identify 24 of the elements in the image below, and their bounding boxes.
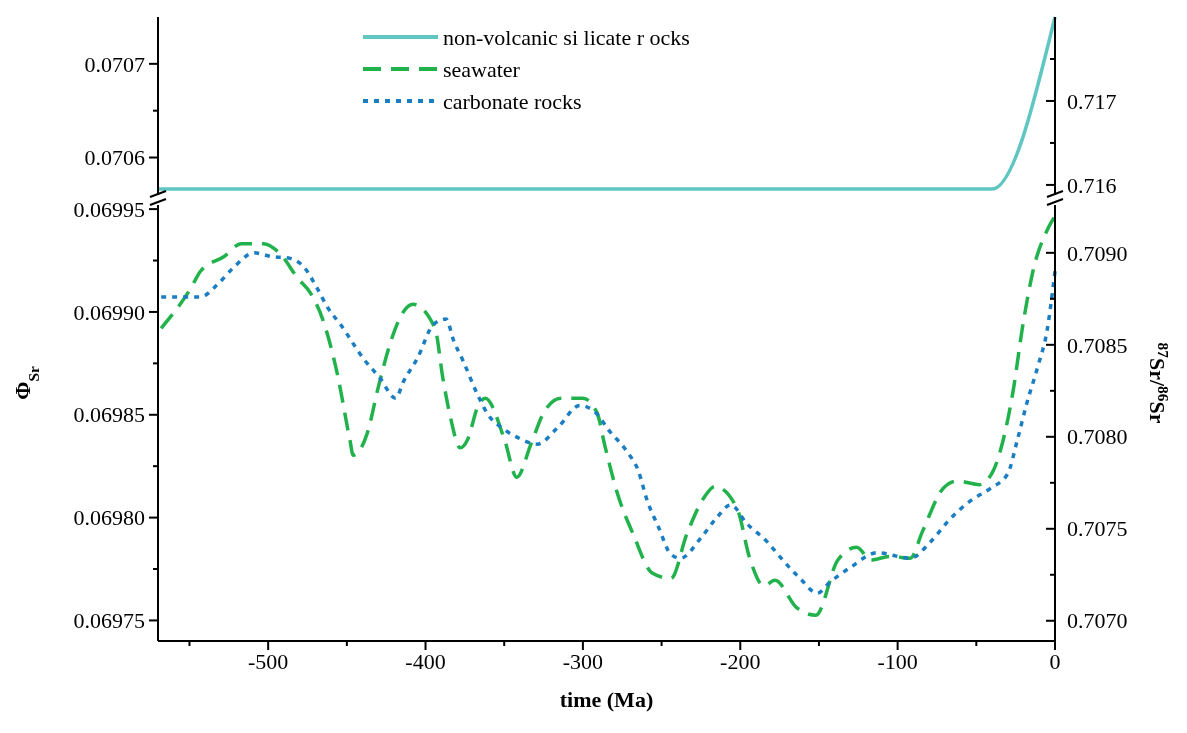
x-tick-label: -100: [877, 649, 918, 674]
y2-tick-label: 0.716: [1067, 172, 1117, 198]
y-tick-label: 0.0707: [84, 51, 145, 77]
y2-tick-label: 0.7090: [1067, 240, 1128, 266]
x-tick-label: -200: [720, 649, 761, 674]
y-tick-label: 0.06995: [73, 196, 145, 222]
legend-label: carbonate rocks: [443, 88, 582, 114]
y2-tick-label: 0.7080: [1067, 424, 1128, 450]
y-tick-label: 0.06985: [73, 402, 145, 428]
x-tick-label: -300: [562, 649, 604, 674]
x-axis-title: time (Ma): [559, 687, 654, 712]
y-tick-label: 0.06975: [73, 608, 145, 634]
legend-label: non-volcanic si licate r ocks: [443, 24, 690, 50]
y2-tick-label: 0.7070: [1067, 608, 1128, 634]
y-tick-label: 0.06990: [73, 299, 145, 325]
y2-tick-label: 0.7085: [1067, 332, 1128, 358]
legend-label: seawater: [443, 56, 521, 82]
x-tick-label: 0: [1049, 649, 1061, 674]
y-tick-label: 0.0706: [84, 145, 145, 171]
y2-tick-label: 0.7075: [1067, 516, 1128, 542]
y2-tick-label: 0.717: [1067, 88, 1117, 114]
y-tick-label: 0.06980: [73, 505, 145, 531]
x-tick-label: -400: [405, 649, 446, 674]
x-tick-label: -500: [247, 649, 289, 674]
